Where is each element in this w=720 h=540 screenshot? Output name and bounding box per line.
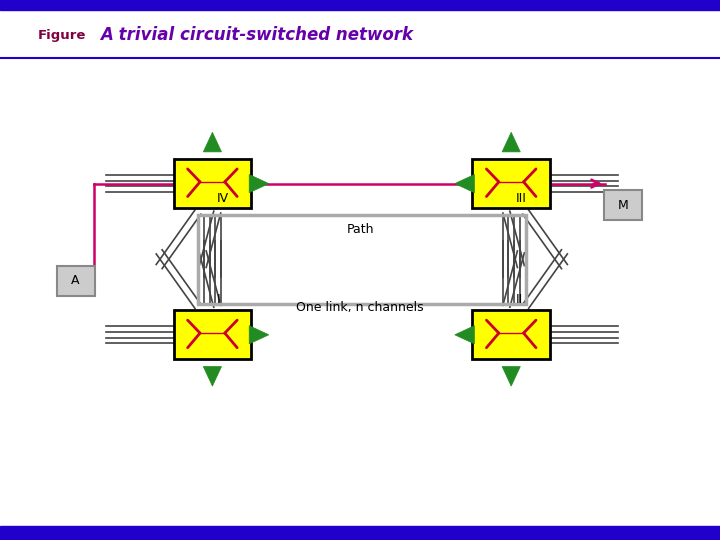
Bar: [174, 310, 251, 360]
Bar: [174, 159, 251, 208]
Text: Figure: Figure: [38, 29, 86, 42]
Text: I: I: [217, 293, 220, 306]
Bar: [0, 526, 720, 540]
Text: M: M: [618, 199, 628, 212]
Polygon shape: [203, 367, 222, 386]
Text: III: III: [516, 192, 526, 205]
Polygon shape: [455, 326, 474, 344]
Text: A: A: [71, 274, 80, 287]
Polygon shape: [249, 326, 269, 344]
Polygon shape: [203, 132, 222, 152]
Bar: [604, 190, 642, 220]
Text: Path: Path: [346, 223, 374, 236]
Bar: [198, 215, 526, 303]
Polygon shape: [502, 367, 521, 386]
Text: II: II: [516, 293, 523, 306]
Bar: [472, 310, 550, 360]
Bar: [0, 0, 720, 10]
Polygon shape: [455, 174, 474, 193]
Bar: [472, 159, 550, 208]
Text: IV: IV: [217, 192, 229, 205]
Text: One link, n channels: One link, n channels: [296, 301, 424, 314]
Polygon shape: [249, 174, 269, 193]
Text: A trivial circuit-switched network: A trivial circuit-switched network: [100, 26, 413, 44]
Polygon shape: [502, 132, 521, 152]
Bar: [57, 266, 94, 296]
